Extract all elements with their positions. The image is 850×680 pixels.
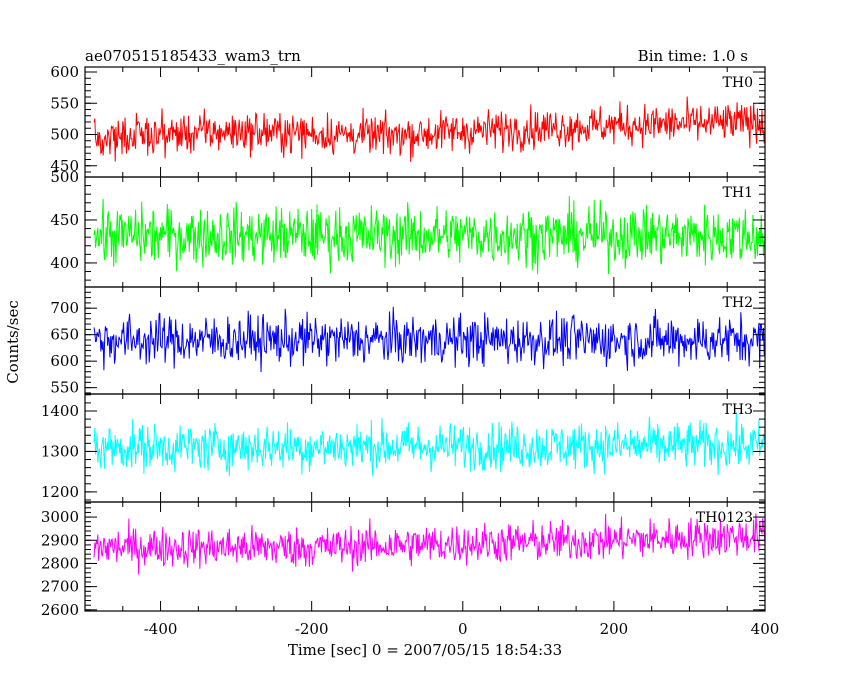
y-tick-label: 2600 (41, 601, 79, 619)
y-axis-title: Counts/sec (4, 300, 22, 384)
x-tick-label: 0 (458, 620, 468, 638)
panel-th0123: 2600 2700 2800 2900 3000 TH0123 (41, 501, 766, 619)
y-tick-label: 700 (50, 299, 79, 317)
x-tick-label: -200 (295, 620, 329, 638)
y-tick-label: 400 (50, 254, 79, 272)
panel-th2: 550 600 650 700 TH2 (50, 286, 766, 397)
x-axis: -400 -200 0 200 400 (144, 620, 780, 638)
series-line-th2 (93, 306, 766, 373)
panel-label-th1: TH1 (723, 185, 753, 201)
series-line-th3 (93, 412, 766, 477)
y-tick-label: 650 (50, 326, 79, 344)
y-tick-label: 1400 (41, 402, 79, 420)
panel-frame (84, 66, 766, 178)
panel-label-th0123: TH0123 (696, 510, 753, 526)
panel-th0: 450 500 550 600 TH0 (50, 63, 766, 178)
y-tick-label: 1300 (41, 442, 79, 460)
series-line-th0123 (93, 513, 766, 575)
y-tick-label: 1200 (41, 483, 79, 501)
x-tick-label: -400 (144, 620, 178, 638)
panel-th1: 400 450 500 TH1 (50, 168, 766, 288)
y-tick-label: 450 (50, 211, 79, 229)
x-tick-label: 200 (600, 620, 629, 638)
y-tick-label: 450 (50, 157, 79, 175)
y-tick-label: 550 (50, 379, 79, 397)
panel-label-th3: TH3 (723, 402, 753, 418)
y-tick-label: 550 (50, 94, 79, 112)
y-tick-label: 3000 (41, 508, 79, 526)
y-tick-label: 2700 (41, 578, 79, 596)
x-axis-title: Time [sec] 0 = 2007/05/15 18:54:33 (288, 641, 562, 659)
y-tick-label: 2800 (41, 554, 79, 572)
y-tick-label: 600 (50, 63, 79, 81)
bin-time-label: Bin time: 1.0 s (638, 47, 748, 65)
panel-label-th2: TH2 (723, 295, 753, 311)
y-tick-label: 500 (50, 168, 79, 186)
x-tick-label: 400 (751, 620, 780, 638)
chart-title: ae070515185433_wam3_trn (85, 47, 301, 65)
y-tick-label: 2900 (41, 531, 79, 549)
y-tick-label: 600 (50, 352, 79, 370)
panel-label-th0: TH0 (723, 75, 753, 91)
y-tick-label: 500 (50, 126, 79, 144)
series-line-th0 (93, 96, 766, 162)
panel-th3: 1200 1300 1400 TH3 (41, 393, 766, 503)
series-line-th1 (93, 195, 766, 275)
